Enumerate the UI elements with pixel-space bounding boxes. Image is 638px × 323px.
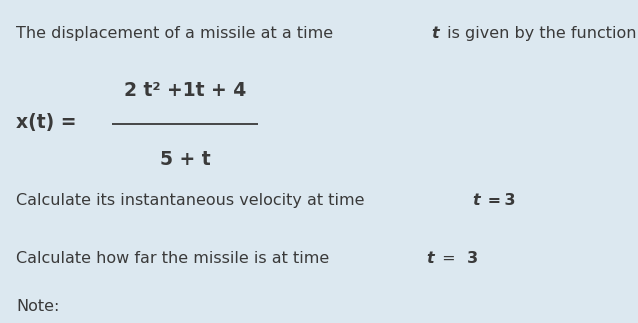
Text: t: t (472, 193, 480, 208)
Text: =: = (436, 251, 461, 266)
Text: 2 t² +1t + 4: 2 t² +1t + 4 (124, 81, 246, 100)
Text: is given by the function:: is given by the function: (441, 26, 638, 41)
Text: Calculate its instantaneous velocity at time: Calculate its instantaneous velocity at … (16, 193, 369, 208)
Text: 5 + t: 5 + t (160, 150, 211, 169)
Text: Calculate how far the missile is at time: Calculate how far the missile is at time (16, 251, 334, 266)
Text: t: t (432, 26, 440, 41)
Text: x(t) =: x(t) = (16, 113, 77, 132)
Text: = 3: = 3 (482, 193, 516, 208)
Text: t: t (427, 251, 434, 266)
Text: The displacement of a missile at a time: The displacement of a missile at a time (16, 26, 338, 41)
Text: 3: 3 (467, 251, 478, 266)
Text: Note:: Note: (16, 299, 59, 314)
